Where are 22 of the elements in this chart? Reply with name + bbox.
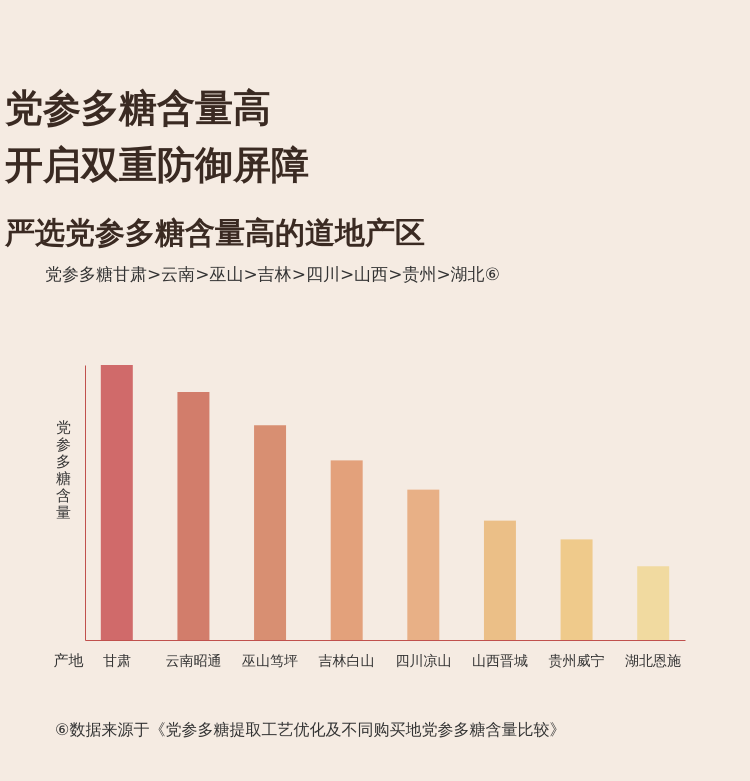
- x-tick-label: 吉林白山: [318, 654, 375, 670]
- x-tick-label: 贵州威宁: [548, 654, 605, 670]
- x-tick-label: 四川凉山: [395, 654, 452, 670]
- bar: [100, 365, 133, 640]
- bar: [484, 520, 516, 640]
- bar: [254, 425, 286, 640]
- x-tick-label: 云南昭通: [165, 654, 222, 670]
- chart-subtitle: 严选党参多糖含量高的道地产区: [4, 216, 425, 251]
- x-tick-label: 山西晋城: [472, 654, 528, 670]
- bar: [560, 539, 593, 640]
- bar: [177, 392, 210, 640]
- chart-title: 党参多糖含量高开启双重防御屏障: [4, 86, 309, 187]
- y-axis-title: 党参多糖含量: [56, 418, 71, 522]
- x-tick-label: 巫山笃坪: [242, 654, 298, 670]
- x-tick-label: 甘肃: [102, 654, 131, 670]
- text: 党参多糖甘肃>云南>巫山>吉林>四川>山西>贵州>湖北⑥: [45, 265, 500, 285]
- text: ⑥数据来源于《党参多糖提取工艺优化及不同购买地党参多糖含量比较》: [55, 720, 566, 739]
- bar: [407, 490, 440, 640]
- bar: [637, 566, 670, 640]
- x-tick-label: 湖北恩施: [625, 654, 682, 670]
- x-axis-title: 产地: [54, 652, 84, 670]
- bar: [330, 460, 363, 640]
